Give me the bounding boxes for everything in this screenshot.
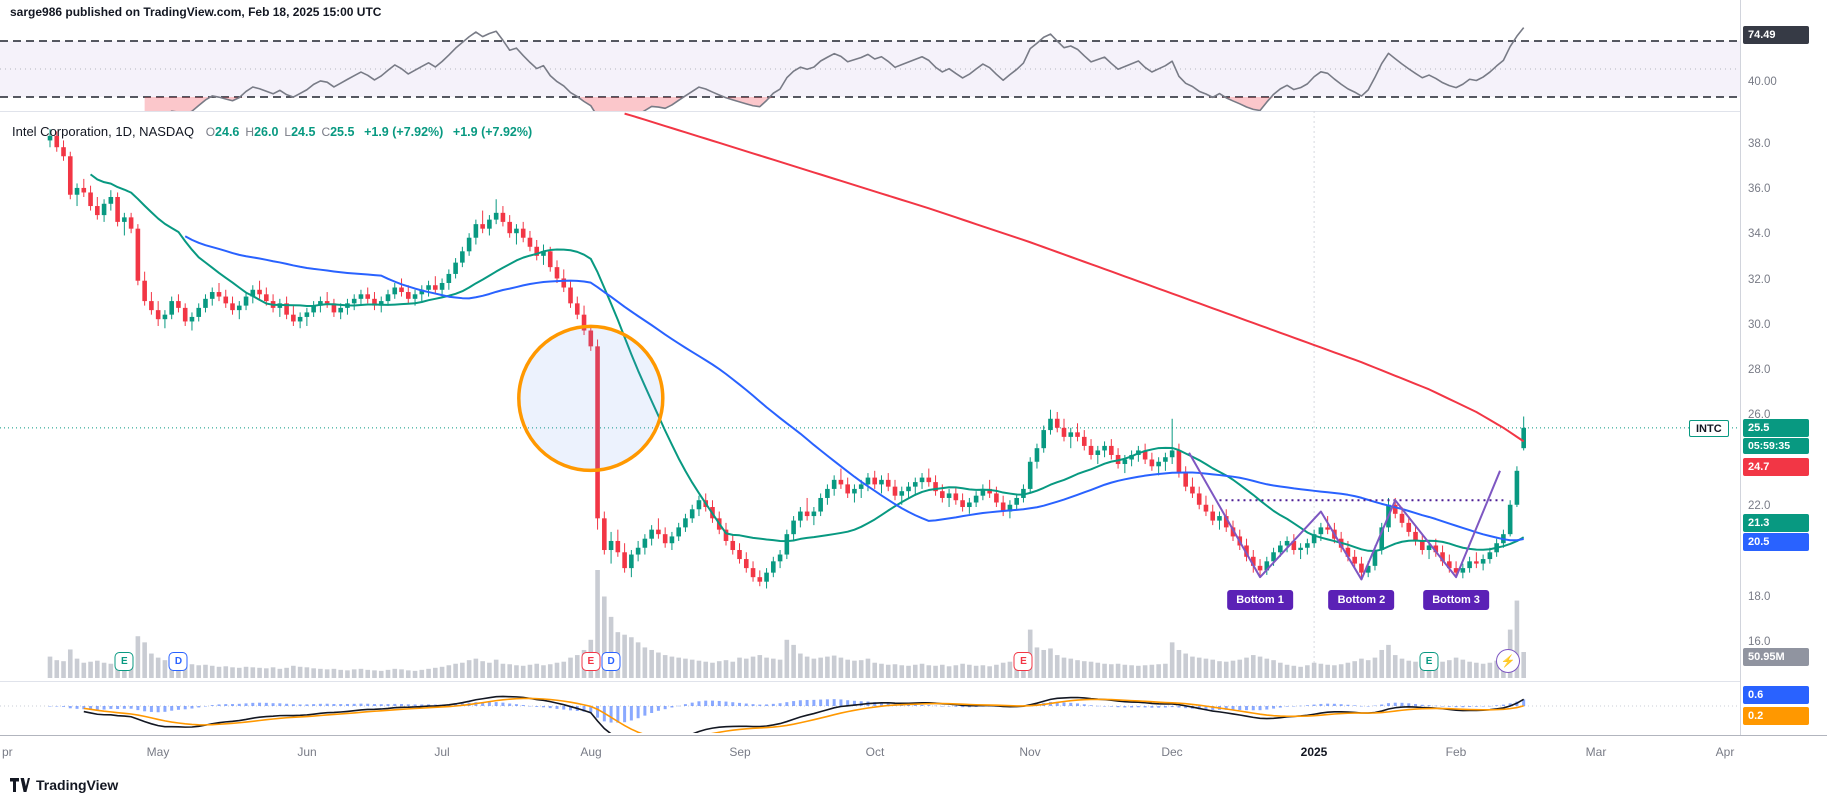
rsi-tick-label: 40.00 <box>1748 76 1777 88</box>
time-axis[interactable]: pr May Jun Jul Aug Sep Oct Nov Dec 2025 Feb Mar Apr <box>0 735 1827 772</box>
price-tick-label: 18.0 <box>1748 590 1771 603</box>
ohlc-value: 26.0 <box>254 125 279 139</box>
macd-signal-value-badge: 0.2 <box>1743 707 1809 725</box>
time-axis-label: pr <box>2 745 13 759</box>
price-tick-label: 16.0 <box>1748 635 1771 648</box>
time-axis-year-label: 2025 <box>1300 745 1328 759</box>
time-axis-label: Jun <box>297 745 317 759</box>
ohlc-value: 24.5 <box>291 125 316 139</box>
macd-pane <box>0 695 1740 733</box>
bar-countdown-badge: 05:59:35 <box>1743 438 1809 454</box>
tradingview-logo[interactable]: TradingView <box>10 777 118 793</box>
change-value: +1.9 (+7.92%) <box>364 125 444 139</box>
earnings-marker[interactable]: E <box>581 652 601 671</box>
price-tick-label: 26.0 <box>1748 409 1771 422</box>
rsi-value-badge: 74.49 <box>1743 26 1809 44</box>
tradingview-logo-text: TradingView <box>36 777 119 793</box>
macd-line <box>83 695 1525 733</box>
price-tick-label: 30.0 <box>1748 318 1771 331</box>
rsi-line <box>170 27 1525 111</box>
ma-fast-value-badge: 21.3 <box>1743 514 1809 532</box>
price-tick-label: 36.0 <box>1748 183 1771 196</box>
bottom-annotation-label[interactable]: Bottom 2 <box>1328 590 1395 610</box>
time-axis-label: Oct <box>865 745 885 759</box>
ma-mid-value-badge: 20.5 <box>1743 533 1809 551</box>
time-axis-label: Dec <box>1161 745 1183 759</box>
highlight-circle <box>517 324 665 473</box>
ohlc-label: L <box>284 125 292 139</box>
earnings-marker[interactable]: E <box>1013 652 1033 671</box>
macd-signal-line <box>83 697 1524 733</box>
symbol-title: Intel Corporation, 1D, NASDAQ <box>12 124 195 139</box>
macd-value-badge: 0.6 <box>1743 686 1809 704</box>
time-axis-label: Apr <box>1715 745 1735 759</box>
price-tick-label: 38.0 <box>1748 137 1771 150</box>
volume-value-badge: 50.95M <box>1743 648 1809 666</box>
rsi-pane <box>0 27 1740 111</box>
time-axis-label: May <box>146 745 170 759</box>
ohlc-value: 25.5 <box>330 125 355 139</box>
symbol-legend[interactable]: Intel Corporation, 1D, NASDAQ O24.6 H26.0… <box>12 124 538 139</box>
ma-slow-value-badge: 24.7 <box>1743 458 1809 476</box>
ma-slow-line <box>624 112 1525 443</box>
bottom-annotation-label[interactable]: Bottom 3 <box>1423 590 1489 610</box>
price-pane <box>0 111 1740 679</box>
price-tick-label: 28.0 <box>1748 364 1771 377</box>
ohlc-label: C <box>321 125 331 139</box>
price-tick-label: 22.0 <box>1748 500 1771 513</box>
earnings-marker[interactable]: E <box>114 652 134 671</box>
ma-mid-line <box>184 235 1524 542</box>
time-axis-label: Nov <box>1019 745 1041 759</box>
ma-fast-line <box>89 173 1525 553</box>
tradingview-logo-icon <box>10 777 30 792</box>
time-axis-label: Aug <box>580 745 602 759</box>
triple-bottom-zigzag <box>1188 452 1501 581</box>
ohlc-value: 24.6 <box>215 125 240 139</box>
chart-canvas[interactable] <box>0 0 1740 772</box>
time-axis-label: Mar <box>1585 745 1607 759</box>
time-axis-label: Feb <box>1445 745 1467 759</box>
attribution: sarge986 published on TradingView.com, F… <box>10 5 382 19</box>
earnings-marker[interactable]: E <box>1419 652 1439 671</box>
ohlc-label: O <box>205 125 216 139</box>
change-percent: +1.9 (+7.92%) <box>452 125 533 139</box>
bottom-annotation-label[interactable]: Bottom 1 <box>1227 590 1293 610</box>
last-price-badge: 25.5 <box>1743 419 1809 437</box>
ohlc-values: O24.6 H26.0 L24.5 C25.5 <box>206 124 361 139</box>
symbol-price-tag: INTC <box>1689 420 1729 437</box>
annotation-layer: ⚡ E D E D E E Bottom 1 Bottom 2 Bottom 3 <box>114 590 1520 673</box>
dividend-marker[interactable]: D <box>168 652 188 671</box>
time-axis-label: Sep <box>729 745 751 759</box>
ohlc-label: H <box>245 125 255 139</box>
price-tick-label: 32.0 <box>1748 273 1771 286</box>
price-tick-label: 34.0 <box>1748 228 1771 241</box>
dividend-marker[interactable]: D <box>601 652 621 671</box>
time-axis-label: Jul <box>434 745 450 759</box>
price-scale[interactable]: 74.49 25.5 05:59:35 24.7 21.3 20.5 50.95… <box>1740 0 1827 770</box>
